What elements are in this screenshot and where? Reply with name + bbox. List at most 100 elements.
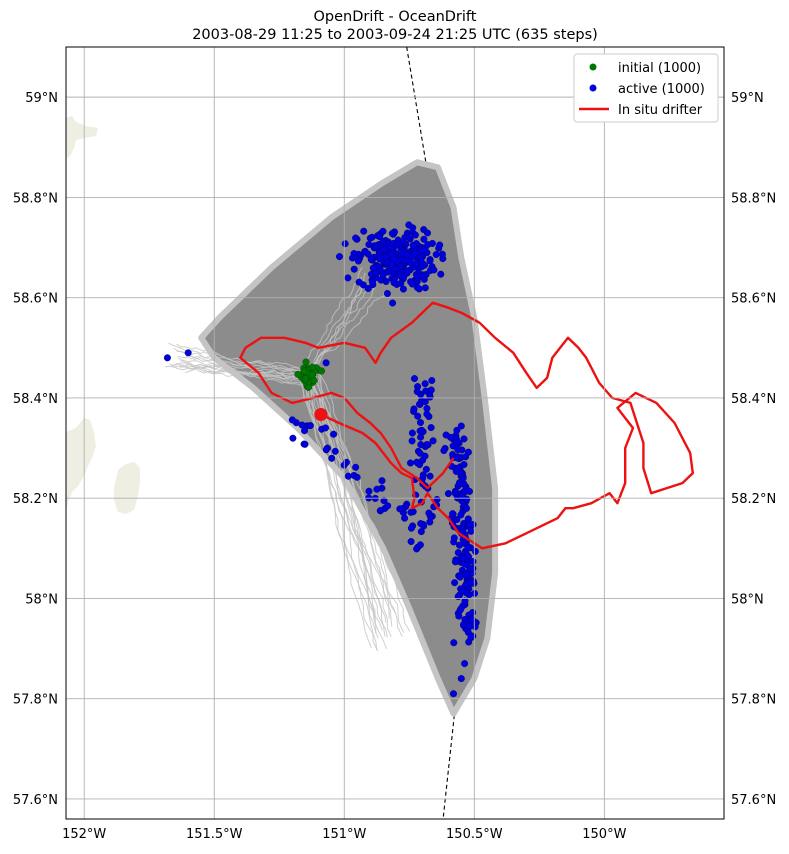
land-layer [66, 116, 140, 514]
active-particle [420, 226, 428, 234]
trajectory-line [312, 276, 376, 372]
y-tick-label-left: 58.6°N [13, 292, 58, 307]
active-particle [407, 524, 415, 532]
active-particle [423, 410, 431, 418]
y-tick-label-left: 58.2°N [13, 492, 58, 507]
active-particle [384, 502, 392, 510]
active-particle [450, 534, 458, 542]
legend-initial-label: initial (1000) [618, 61, 701, 76]
legend: initial (1000) active (1000) In situ dri… [573, 53, 719, 123]
active-particle [460, 555, 468, 563]
y-tick-label-right: 59°N [731, 91, 764, 106]
active-particle [463, 504, 471, 512]
active-particle [350, 265, 358, 273]
active-particle [413, 458, 421, 466]
trajectory-line [305, 380, 378, 650]
trajectory-line [307, 373, 403, 638]
active-particle [421, 380, 429, 388]
active-particle [409, 241, 417, 249]
trajectory-line [176, 350, 304, 372]
active-particle [355, 278, 363, 286]
y-tick-label-left: 57.6°N [13, 793, 58, 808]
active-particle [426, 472, 434, 480]
active-particle [460, 435, 468, 443]
active-particle [365, 487, 373, 495]
active-particle [459, 474, 467, 482]
y-tick-label-left: 59°N [25, 91, 58, 106]
active-particle [408, 280, 416, 288]
active-particle [459, 586, 467, 594]
active-particle [427, 386, 435, 394]
active-particle [411, 231, 419, 239]
active-particle [408, 429, 416, 437]
active-particle [349, 254, 357, 262]
y-tick-label-left: 57.8°N [13, 693, 58, 708]
active-particle-outlier [163, 354, 171, 362]
active-particle [411, 249, 419, 257]
x-tick-label: 152°W [62, 827, 106, 842]
y-tick-label-left: 58°N [25, 592, 58, 607]
active-particle [462, 453, 470, 461]
gridlines [66, 47, 724, 819]
chart-title-line-2: 2003-08-29 11:25 to 2003-09-24 21:25 UTC… [192, 27, 598, 43]
active-particle [369, 264, 377, 272]
active-particle [322, 446, 330, 454]
active-particle [377, 507, 385, 515]
land-polygon-1 [66, 116, 98, 158]
active-particle [416, 400, 424, 408]
active-particle [429, 437, 437, 445]
active-particle [288, 416, 296, 424]
trajectory-line [177, 357, 306, 380]
active-particle [414, 383, 422, 391]
active-particle [427, 424, 435, 432]
active-particle [360, 227, 368, 235]
active-particle [462, 571, 470, 579]
x-tick-label: 151.5°W [186, 827, 243, 842]
active-particle [464, 544, 472, 552]
active-particle [428, 239, 436, 247]
in-situ-drifter-layer [239, 301, 694, 550]
active-particle [460, 461, 468, 469]
active-particle [461, 660, 469, 668]
active-particle [421, 284, 429, 292]
active-particle [404, 267, 412, 275]
active-particle [353, 473, 361, 481]
legend-drifter-label: In situ drifter [618, 103, 703, 118]
active-particle [466, 520, 474, 528]
active-particle [364, 285, 372, 293]
trajectory-line [310, 380, 379, 652]
active-particle [378, 477, 386, 485]
active-particle [455, 464, 463, 472]
tick-labels: 152°W 151.5°W 151°W 150.5°W 150°W 57.6°N 57.6°… [13, 91, 776, 842]
active-particle [354, 257, 362, 265]
active-particle [454, 446, 462, 454]
active-particle [389, 299, 397, 307]
active-particle [406, 235, 414, 243]
active-particle [413, 545, 421, 553]
active-particles-layer [163, 221, 480, 698]
trajectory-line [302, 267, 363, 369]
active-particle [457, 422, 465, 430]
active-particle [426, 512, 434, 520]
active-particle [424, 441, 432, 449]
in-situ-drifter-position [314, 408, 328, 421]
initial-particle [301, 375, 309, 383]
active-particle [444, 490, 452, 498]
active-particle-outlier [322, 359, 330, 367]
y-tick-label-left: 58.4°N [13, 392, 58, 407]
plot-frame [65, 46, 725, 820]
trajectory-line [318, 375, 405, 633]
trajectory-line [313, 383, 411, 632]
active-particle [382, 278, 390, 286]
y-tick-label-right: 57.6°N [731, 793, 776, 808]
active-particle [453, 438, 461, 446]
trajectory-line [168, 360, 303, 382]
active-particle [417, 419, 425, 427]
trajectory-line [308, 276, 362, 373]
active-particle [422, 465, 430, 473]
active-particle [396, 271, 404, 279]
legend-active-label: active (1000) [618, 82, 705, 97]
active-particle-outlier [457, 675, 465, 683]
active-particle [421, 452, 429, 460]
